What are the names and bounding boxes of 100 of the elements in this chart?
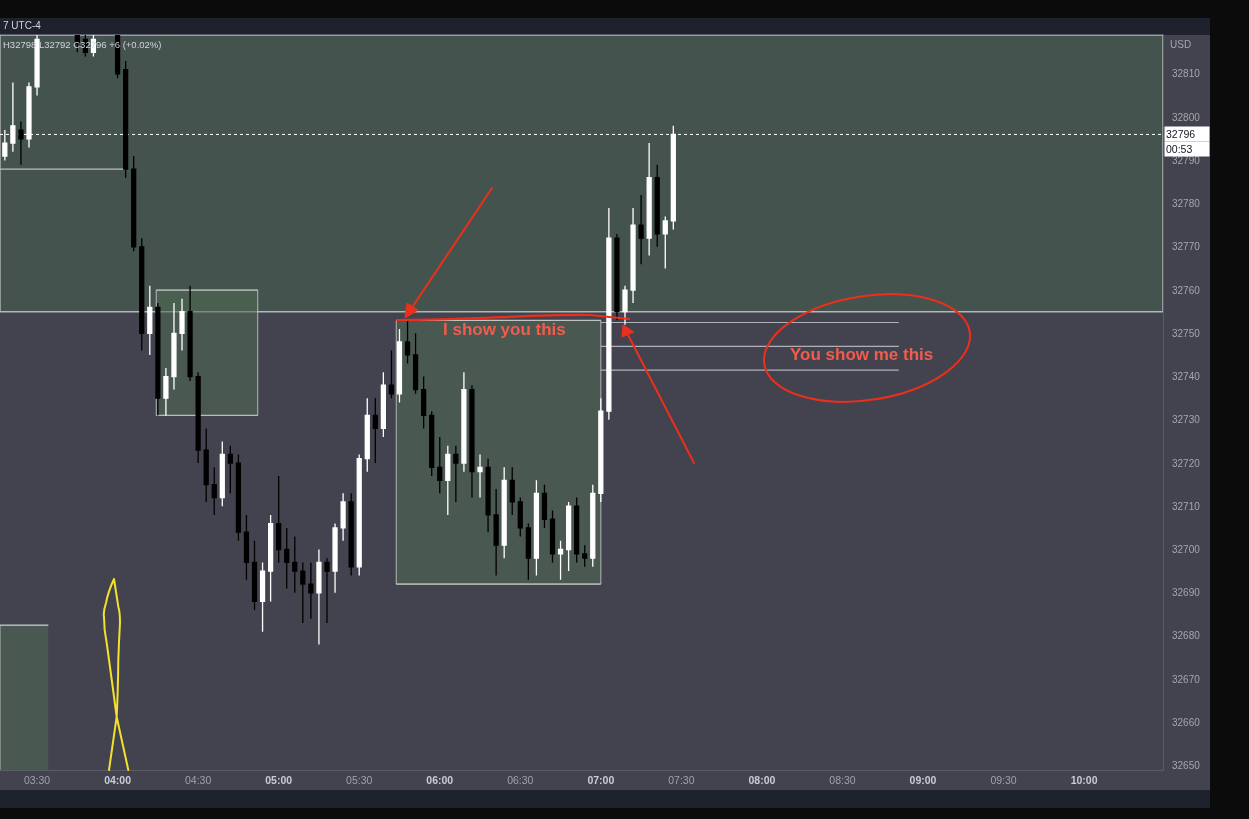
candlestick — [493, 488, 499, 577]
candlestick — [251, 540, 258, 611]
y-tick-label: 32700 — [1172, 544, 1201, 555]
candlestick — [243, 514, 250, 581]
x-tick-label: 06:00 — [426, 773, 454, 786]
candlestick — [429, 410, 435, 477]
candlestick — [614, 233, 620, 321]
candlestick — [670, 125, 676, 231]
candlestick — [396, 328, 403, 404]
candlestick — [541, 484, 548, 529]
candlestick — [139, 237, 145, 352]
candlestick — [477, 453, 483, 499]
y-tick-label: 32660 — [1172, 716, 1201, 728]
candlestick — [227, 445, 233, 494]
candlestick — [388, 349, 395, 399]
candlestick — [404, 319, 411, 365]
candlestick — [211, 466, 217, 516]
y-tick-label: 32720 — [1172, 457, 1201, 469]
candlestick — [292, 535, 298, 594]
y-tick-label: 32680 — [1172, 630, 1201, 642]
candlestick — [324, 557, 330, 624]
candlestick — [461, 371, 467, 473]
text: 7 UTC-4 — [3, 20, 42, 31]
ref-line-label: 32796 — [1166, 128, 1196, 140]
x-tick-label: 09:00 — [909, 773, 937, 786]
candlestick — [517, 496, 523, 538]
candlestick — [267, 514, 274, 603]
candlestick — [453, 445, 459, 503]
candlestick — [259, 561, 266, 633]
x-tick-label: 04:30 — [184, 773, 212, 786]
text: 00:53 — [1166, 143, 1193, 155]
candlestick — [549, 509, 556, 564]
candlestick — [131, 155, 137, 252]
candlestick — [598, 397, 604, 503]
y-tick-label: 32730 — [1172, 414, 1201, 426]
candlestick — [412, 332, 419, 395]
candlestick — [590, 484, 596, 568]
candlestick — [533, 479, 540, 577]
candlestick — [235, 453, 242, 542]
candlestick — [308, 561, 314, 620]
candlestick — [582, 544, 588, 568]
candlestick — [123, 60, 129, 179]
y-tick-label: 32800 — [1172, 111, 1201, 123]
candlestick — [171, 302, 177, 391]
x-tick-label: 05:30 — [346, 773, 373, 786]
candlestick — [372, 397, 378, 464]
y-axis-title: USD — [1170, 39, 1192, 50]
candlestick — [525, 522, 531, 581]
candlestick — [332, 522, 338, 594]
candlestick — [638, 194, 644, 265]
y-tick-label: 32760 — [1172, 284, 1201, 296]
candlestick — [276, 475, 282, 564]
y-tick-label: 32770 — [1172, 241, 1201, 253]
x-tick-label: 09:30 — [990, 773, 1017, 786]
x-tick-label: 05:00 — [265, 773, 293, 786]
candlestick — [316, 548, 322, 646]
x-tick-label: 07:00 — [587, 773, 615, 786]
x-tick-label: 08:00 — [748, 773, 776, 786]
y-tick-label: 32650 — [1172, 760, 1201, 772]
x-tick-label: 10:00 — [1070, 773, 1098, 786]
candlestick — [380, 371, 386, 438]
candlestick — [187, 285, 193, 382]
candlestick — [606, 207, 612, 421]
x-tick-label: 03:30 — [23, 773, 51, 786]
candlestick — [195, 371, 201, 464]
candlestick — [34, 35, 40, 97]
candlestick — [469, 384, 475, 499]
candlestick — [348, 492, 354, 577]
y-tick-label: 32690 — [1172, 587, 1201, 599]
candlestick — [565, 501, 572, 572]
y-tick-label: 32780 — [1172, 198, 1201, 210]
candlestick — [509, 466, 515, 516]
candlestick — [356, 453, 362, 577]
candlestick — [179, 298, 185, 352]
candlestick — [654, 164, 660, 248]
candlestick — [163, 367, 169, 417]
candlestick — [203, 427, 209, 503]
candlestick — [421, 375, 427, 430]
candlestick — [219, 440, 225, 507]
candlestick — [557, 540, 564, 581]
candlestick — [501, 466, 507, 559]
y-tick-label: 32670 — [1172, 673, 1201, 685]
candlestick — [18, 120, 24, 166]
candlestick — [284, 527, 290, 590]
x-tick-label: 07:30 — [668, 773, 695, 786]
candlestick — [485, 458, 491, 533]
candlestick — [574, 496, 580, 564]
y-tick-label: 32740 — [1172, 371, 1201, 383]
x-tick-label: 08:30 — [829, 773, 856, 786]
y-tick-label: 32790 — [1172, 154, 1201, 166]
candlestick — [340, 492, 346, 542]
candlestick — [300, 561, 306, 624]
candlestick — [622, 285, 628, 326]
y-tick-label: 32710 — [1172, 500, 1201, 512]
candlestick — [630, 207, 636, 304]
candlestick — [147, 285, 153, 356]
y-tick-label: 32750 — [1172, 327, 1201, 339]
annotation: I show you this — [443, 320, 566, 339]
x-tick-label: 06:30 — [507, 773, 534, 786]
candlestick — [662, 215, 668, 270]
